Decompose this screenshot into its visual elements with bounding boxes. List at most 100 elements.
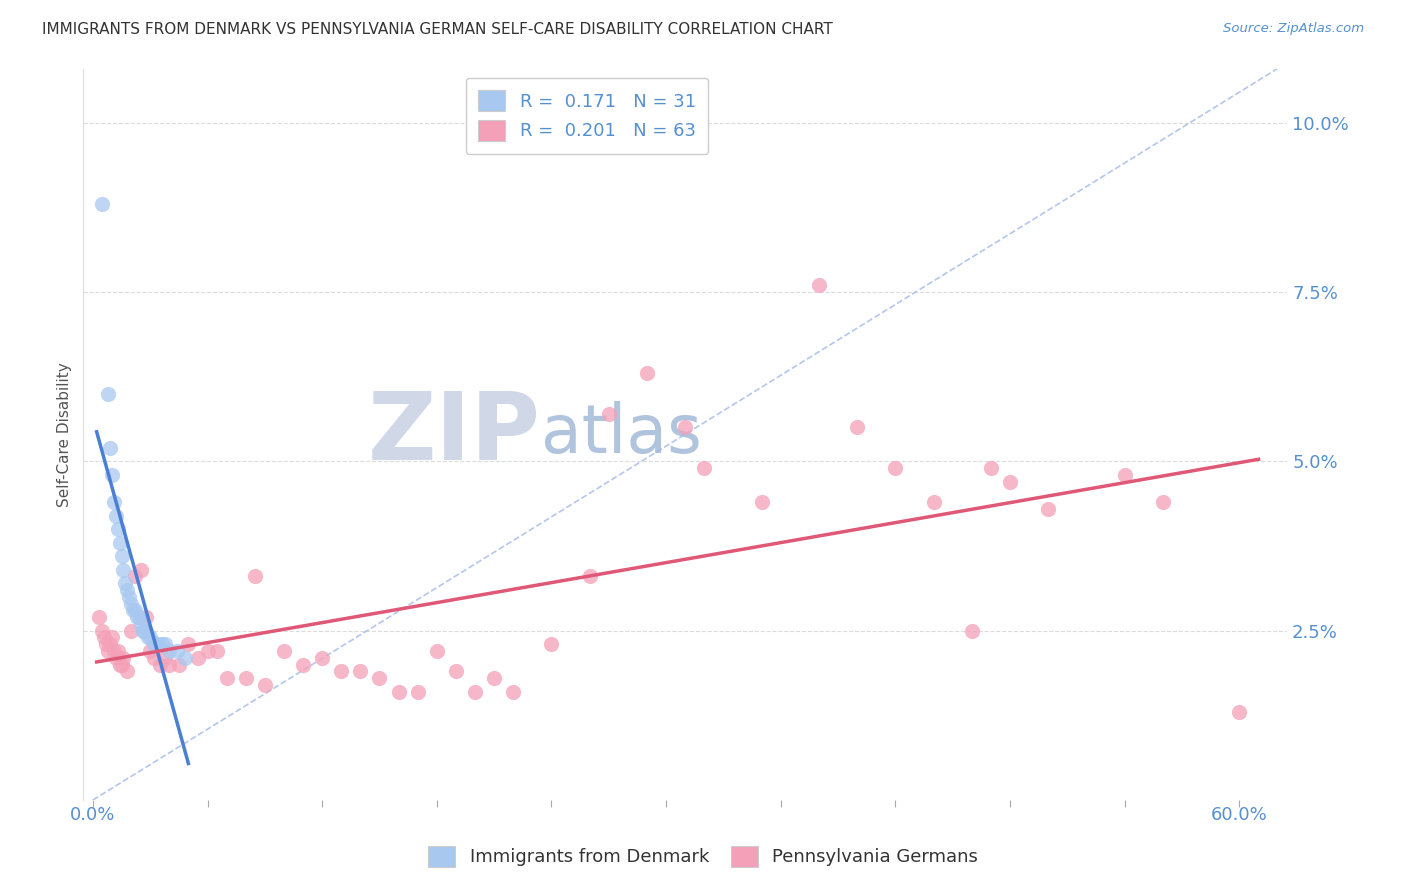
Point [1229,705,1251,719]
Point [101,631,124,645]
Point [205,644,228,658]
Point [122,603,145,617]
Point [808,278,831,293]
Point [139,644,162,658]
Point [751,495,773,509]
Point [1152,495,1174,509]
Point [155,637,177,651]
Point [87,610,110,624]
Point [464,684,486,698]
Point [998,475,1021,489]
Point [693,461,716,475]
Text: atlas: atlas [541,401,702,467]
Point [349,665,371,679]
Point [103,644,125,658]
Point [117,582,139,597]
Point [124,603,146,617]
Y-axis label: Self-Care Disability: Self-Care Disability [58,362,72,507]
Point [93,631,115,645]
Point [143,650,166,665]
Point [110,549,132,564]
Point [598,407,620,421]
Point [96,637,118,651]
Point [157,657,180,672]
Point [97,386,120,401]
Point [136,631,159,645]
Point [960,624,983,638]
Point [98,637,121,651]
Point [215,671,238,685]
Point [388,684,411,698]
Point [129,563,152,577]
Point [103,495,125,509]
Point [112,563,135,577]
Point [104,650,127,665]
Point [112,650,135,665]
Point [110,657,132,672]
Point [128,610,150,624]
Point [155,650,177,665]
Point [502,684,524,698]
Point [104,508,127,523]
Point [884,461,907,475]
Point [482,671,505,685]
Text: ZIP: ZIP [368,388,541,480]
Text: 60.0%: 60.0% [1211,805,1268,824]
Point [91,197,114,211]
Point [330,665,353,679]
Point [578,569,600,583]
Point [108,657,131,672]
Point [91,624,114,638]
Point [368,671,391,685]
Point [120,624,142,638]
Point [101,467,124,482]
Point [139,631,162,645]
Point [135,610,157,624]
Point [114,576,136,591]
Point [253,678,276,692]
Point [98,441,121,455]
Point [173,650,195,665]
Point [245,569,267,583]
Text: Source: ZipAtlas.com: Source: ZipAtlas.com [1223,22,1364,36]
Point [107,522,129,536]
Point [187,650,209,665]
Point [97,644,120,658]
Point [273,644,295,658]
Point [980,461,1002,475]
Text: 0.0%: 0.0% [70,805,115,824]
Point [1114,467,1136,482]
Point [107,644,129,658]
Point [673,420,696,434]
Point [292,657,315,672]
Point [131,624,153,638]
Text: IMMIGRANTS FROM DENMARK VS PENNSYLVANIA GERMAN SELF-CARE DISABILITY CORRELATION : IMMIGRANTS FROM DENMARK VS PENNSYLVANIA … [42,22,832,37]
Legend: R =  0.171   N = 31, R =  0.201   N = 63: R = 0.171 N = 31, R = 0.201 N = 63 [465,78,709,153]
Point [146,637,169,651]
Point [135,624,157,638]
Point [235,671,257,685]
Point [1038,501,1060,516]
Point [150,637,173,651]
Point [108,535,131,549]
Legend: Immigrants from Denmark, Pennsylvania Germans: Immigrants from Denmark, Pennsylvania Ge… [420,838,986,874]
Point [177,637,200,651]
Point [124,569,146,583]
Point [311,650,333,665]
Point [444,665,467,679]
Point [129,616,152,631]
Point [157,644,180,658]
Point [118,590,141,604]
Point [922,495,945,509]
Point [846,420,869,434]
Point [134,624,156,638]
Point [125,610,148,624]
Point [167,657,190,672]
Point [406,684,429,698]
Point [197,644,219,658]
Point [166,644,188,658]
Point [636,366,658,380]
Point [143,637,166,651]
Point [120,597,142,611]
Point [540,637,562,651]
